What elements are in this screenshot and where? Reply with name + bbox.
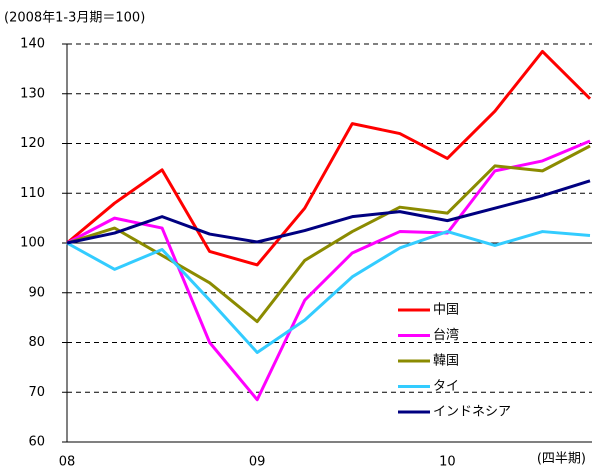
x-tick-label: 10 [439,455,456,470]
y-tick-label: 140 [20,37,45,52]
series-line [66,49,592,267]
y-tick-label: 80 [28,335,45,350]
y-tick-label: 70 [28,385,45,400]
x-tick-label: 09 [249,455,266,470]
x-tick-label: 08 [59,455,76,470]
series-line [66,144,591,324]
legend-label: 中国 [433,303,459,318]
series-line [66,139,591,402]
legend-label: 台湾 [433,327,459,343]
legend-label: インドネシア [433,405,511,420]
y-tick-label: 100 [20,236,45,251]
legend-label: タイ [433,379,459,394]
y-tick-label: 120 [20,136,45,151]
y-tick-label: 110 [20,186,45,201]
legend-label: 韓国 [433,354,459,369]
series-line [66,230,591,354]
y-tick-label: 60 [28,435,45,450]
chart-subtitle: (2008年1-3月期＝100) [4,11,145,26]
y-tick-label: 130 [20,86,45,101]
y-tick-label: 90 [28,285,45,300]
x-axis-label: (四半期) [537,452,586,467]
series-line [66,179,591,245]
